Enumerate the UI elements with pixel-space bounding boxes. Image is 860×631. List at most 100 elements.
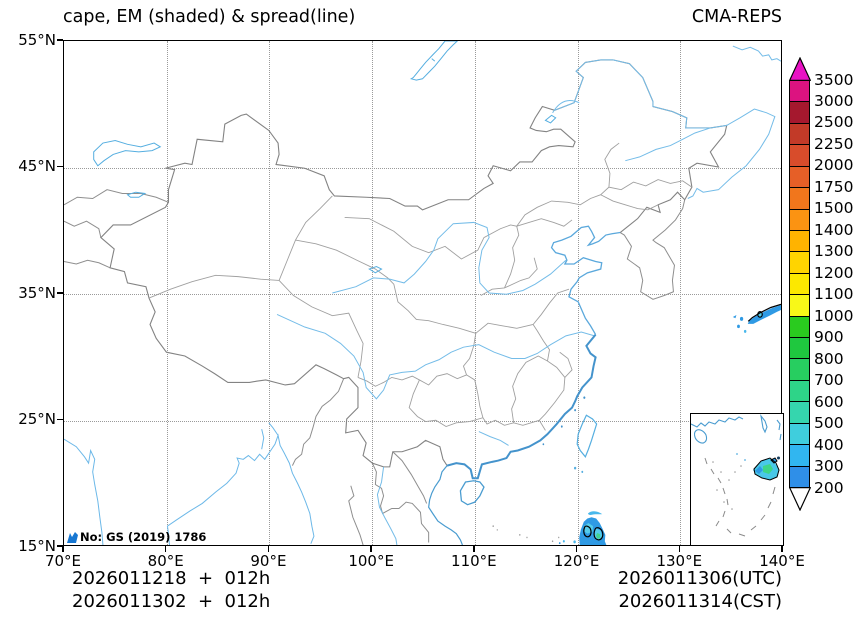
y-tick-mark <box>56 418 63 421</box>
province-borders <box>149 143 692 430</box>
x-tick-label: 120°E <box>553 552 600 570</box>
init-time-utc-label: 2026011218 + 012h <box>72 568 271 589</box>
colorbar-tick-label: 800 <box>814 349 844 368</box>
y-tick-mark <box>56 39 63 41</box>
colorbar-tick-label: 3000 <box>814 91 854 110</box>
colorbar-cell <box>790 445 809 467</box>
gridline-lat <box>64 420 781 422</box>
colorbar-cell <box>790 273 809 296</box>
colorbar-tick-label: 300 <box>814 457 844 476</box>
colorbar-tick-label: 400 <box>814 435 844 454</box>
colorbar-tick-label: 1100 <box>814 285 854 304</box>
colorbar-cell <box>790 230 809 253</box>
inset-island-specks <box>712 453 746 510</box>
x-tick-mark <box>473 546 475 552</box>
y-tick-label: 55°N <box>18 30 56 49</box>
figure-title: cape, EM (shaded) & spread(line) <box>63 7 356 27</box>
x-tick-label: 140°E <box>759 552 805 570</box>
colorbar-cell <box>790 102 809 124</box>
colorbar-cell <box>790 402 809 424</box>
colorbar-cell <box>790 295 809 317</box>
colorbar-tick-label: 1500 <box>814 199 854 218</box>
model-label: CMA-REPS <box>691 7 782 27</box>
gridline-lon <box>269 41 271 545</box>
valid-time-utc-label: 2026011306(UTC) <box>617 568 782 589</box>
colorbar-tick-label: 1000 <box>814 306 854 325</box>
china-map <box>64 41 781 545</box>
gridline-lon <box>577 41 579 545</box>
colorbar-tick-label: 500 <box>814 414 844 433</box>
y-tick-mark <box>56 545 63 547</box>
colorbar-tick-label: 1200 <box>814 263 854 282</box>
cape-shading-japan <box>732 304 781 333</box>
map-license-watermark: No: GS (2019) 1786 <box>66 531 206 544</box>
colorbar-cell <box>790 380 809 403</box>
colorbar-cell <box>790 123 809 146</box>
x-tick-label: 100°E <box>348 552 394 570</box>
x-tick-mark <box>267 546 270 552</box>
x-tick-mark <box>370 546 372 552</box>
y-tick-mark <box>56 165 63 168</box>
colorbar-extend-above-arrow <box>788 57 811 81</box>
x-tick-label: 130°E <box>656 552 703 570</box>
gridline-lat <box>64 167 781 169</box>
colorbar-cell <box>790 359 809 381</box>
gridline-lon <box>474 41 476 545</box>
colorbar-cell <box>790 423 809 446</box>
colorbar-tick-label: 2000 <box>814 156 854 175</box>
colorbar-tick-label: 600 <box>814 392 844 411</box>
colorbar-extend-below-arrow <box>788 487 811 512</box>
colorbar-cell <box>790 81 809 103</box>
x-tick-label: 110°E <box>451 552 497 570</box>
y-tick-label: 25°N <box>18 410 56 428</box>
colorbar-cell <box>790 466 809 488</box>
map-license-text: No: GS (2019) 1786 <box>80 530 207 544</box>
y-tick-label: 35°N <box>18 283 56 302</box>
x-tick-label: 90°E <box>250 552 287 570</box>
colorbar-cell <box>790 145 809 167</box>
y-tick-mark <box>56 292 63 294</box>
gridline-lon <box>372 41 374 545</box>
south-china-sea-inset <box>690 413 784 546</box>
x-tick-mark <box>781 546 783 552</box>
rivers-and-lakes <box>94 41 781 545</box>
island-specks <box>492 396 586 543</box>
x-tick-mark <box>62 546 64 552</box>
colorbar-cell <box>790 166 809 189</box>
coastlines <box>64 226 620 545</box>
inset-coastlines <box>691 414 782 444</box>
x-tick-label: 70°E <box>44 552 82 570</box>
x-tick-mark <box>678 546 681 552</box>
valid-time-cst-label: 2026011314(CST) <box>618 591 782 612</box>
publisher-logo-icon <box>67 532 78 543</box>
gridline-lon <box>680 41 682 545</box>
x-tick-mark <box>575 546 578 552</box>
colorbar-tick-label: 2500 <box>814 113 854 132</box>
y-tick-label: 15°N <box>18 536 56 555</box>
spread-contours <box>584 304 781 540</box>
colorbar-cell <box>790 209 809 231</box>
colorbar-cell <box>790 188 809 210</box>
neighbor-country-borders <box>64 190 685 545</box>
x-tick-label: 80°E <box>147 552 184 570</box>
inset-spread-contour <box>753 457 780 481</box>
colorbar-tick-label: 700 <box>814 371 844 390</box>
colorbar-cell <box>790 316 809 339</box>
gridline-lon <box>166 41 168 545</box>
colorbar-tick-label: 1400 <box>814 220 854 239</box>
map-plot-area: No: GS (2019) 1786 <box>63 40 784 546</box>
inset-cape-patch <box>753 456 780 480</box>
cape-shading-luzon <box>558 511 607 545</box>
colorbar-tick-label: 900 <box>814 328 844 347</box>
inset-dash-islands <box>704 457 776 537</box>
colorbar <box>789 80 810 488</box>
colorbar-tick-label: 1750 <box>814 177 854 196</box>
colorbar-tick-label: 1300 <box>814 242 854 261</box>
colorbar-tick-label: 3500 <box>814 70 854 89</box>
y-tick-label: 45°N <box>18 157 56 175</box>
colorbar-cell <box>790 338 809 360</box>
colorbar-tick-label: 200 <box>814 478 844 497</box>
colorbar-tick-label: 2250 <box>814 134 854 153</box>
init-time-cst-label: 2026011302 + 012h <box>72 591 271 612</box>
